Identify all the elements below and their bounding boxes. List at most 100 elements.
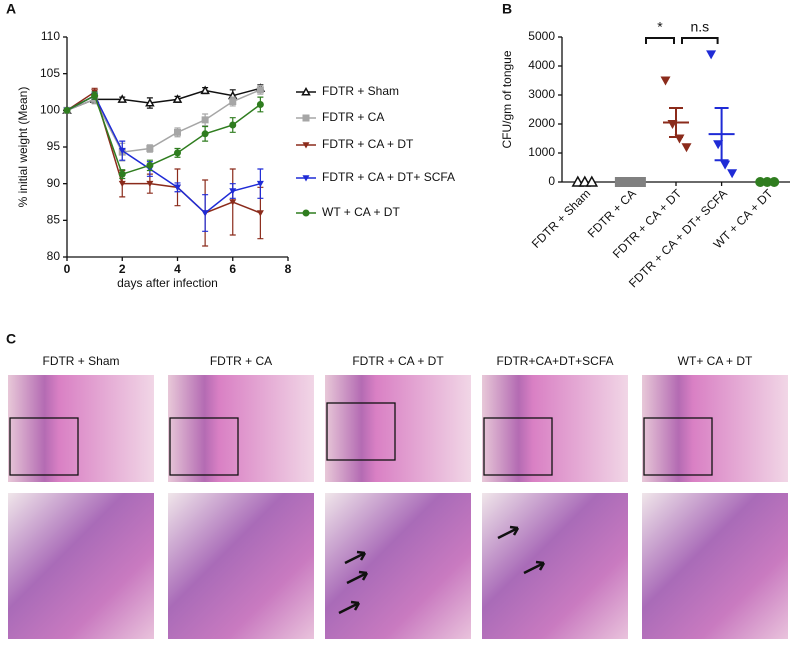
- bracket: [645, 37, 675, 44]
- marker: [63, 106, 71, 114]
- marker: [118, 170, 126, 178]
- y-axis-label: % initial weight (Mean): [16, 87, 30, 208]
- histology-zoom: [8, 493, 154, 639]
- marker: [769, 177, 780, 187]
- arrow: [497, 525, 520, 540]
- x-axis-label: days after infection: [117, 276, 218, 290]
- legend-label: FDTR + CA + DT: [322, 137, 414, 151]
- histology-image: [482, 375, 628, 482]
- histology-image: [8, 375, 154, 482]
- marker: [118, 147, 126, 155]
- error-bar: [669, 107, 683, 139]
- image-title: FDTR + CA + DT: [352, 354, 444, 368]
- histology-zoom: [482, 493, 628, 639]
- arrow: [338, 600, 361, 615]
- marker: [174, 128, 181, 136]
- marker: [145, 97, 155, 107]
- marker: [755, 177, 766, 187]
- x-tick-label: 6: [229, 262, 236, 276]
- series-line: [66, 94, 261, 176]
- marker: [302, 114, 310, 122]
- marker: [200, 85, 210, 95]
- zoom-box: [326, 402, 396, 461]
- image-title: WT+ CA + DT: [678, 354, 753, 368]
- histology-image: [168, 375, 314, 482]
- annotation: n.s: [690, 19, 709, 35]
- annotation: *: [657, 19, 663, 35]
- x-tick-label: 2: [119, 262, 126, 276]
- marker: [229, 121, 237, 129]
- y-tick-label: 80: [47, 249, 61, 263]
- error-bar: [714, 107, 729, 162]
- marker: [117, 94, 128, 103]
- zoom-box: [643, 417, 713, 476]
- legend-label: FDTR + CA: [322, 110, 384, 124]
- arrow: [523, 560, 546, 575]
- marker: [146, 144, 154, 152]
- panel-label: C: [6, 331, 16, 347]
- legend-label: WT + CA + DT: [322, 205, 400, 219]
- zoom-box: [483, 417, 553, 476]
- marker: [91, 92, 99, 100]
- marker: [614, 177, 625, 187]
- image-title: FDTR+CA+DT+SCFA: [496, 354, 613, 368]
- marker: [585, 175, 599, 187]
- y-tick-label: 85: [47, 213, 61, 227]
- marker: [302, 209, 310, 217]
- marker: [146, 161, 154, 169]
- histology-zoom: [642, 493, 788, 639]
- marker: [174, 149, 181, 157]
- y-tick-label: 5000: [528, 29, 555, 43]
- y-tick-label: 3000: [528, 87, 555, 101]
- marker: [706, 50, 717, 60]
- x-tick-label: FDTR + Sham: [529, 186, 593, 250]
- marker: [660, 76, 671, 86]
- marker: [172, 94, 183, 103]
- panel-label: A: [6, 1, 16, 17]
- histology-zoom: [168, 493, 314, 639]
- zoom-box: [9, 417, 79, 476]
- y-tick-label: 0: [548, 174, 555, 188]
- zoom-box: [169, 417, 239, 476]
- marker: [727, 169, 738, 179]
- y-tick-label: 95: [47, 139, 61, 153]
- marker: [256, 210, 264, 217]
- arrow: [344, 550, 367, 565]
- marker: [681, 143, 692, 153]
- y-tick-label: 2000: [528, 116, 555, 130]
- marker: [256, 100, 264, 108]
- marker: [302, 175, 310, 182]
- marker: [201, 210, 209, 217]
- image-title: FDTR + CA: [210, 354, 272, 368]
- marker: [302, 142, 310, 149]
- y-tick-label: 1000: [528, 145, 555, 159]
- marker: [174, 184, 181, 191]
- arrow: [346, 570, 369, 585]
- histology-image: [642, 375, 788, 482]
- panel-label: B: [502, 1, 512, 17]
- x-tick-label: 4: [174, 262, 181, 276]
- y-tick-label: 90: [47, 176, 61, 190]
- histology-image: [325, 375, 471, 482]
- marker: [256, 86, 264, 94]
- series-line: [66, 87, 261, 112]
- marker: [201, 130, 209, 138]
- series-line: [66, 94, 261, 214]
- legend-label: FDTR + Sham: [322, 84, 399, 98]
- legend-label: FDTR + CA + DT+ SCFA: [322, 170, 455, 184]
- marker: [229, 98, 237, 106]
- marker: [762, 177, 773, 187]
- marker: [118, 180, 126, 188]
- image-title: FDTR + Sham: [42, 354, 119, 368]
- x-tick-label: 0: [64, 262, 71, 276]
- marker: [635, 177, 646, 187]
- marker: [146, 180, 154, 188]
- marker: [621, 177, 632, 187]
- marker: [720, 160, 731, 170]
- marker: [628, 177, 639, 187]
- series-line: [66, 90, 261, 214]
- y-axis-label: CFU/gm of tongue: [500, 50, 514, 148]
- x-tick-label: 8: [285, 262, 292, 276]
- histology-zoom: [325, 493, 471, 639]
